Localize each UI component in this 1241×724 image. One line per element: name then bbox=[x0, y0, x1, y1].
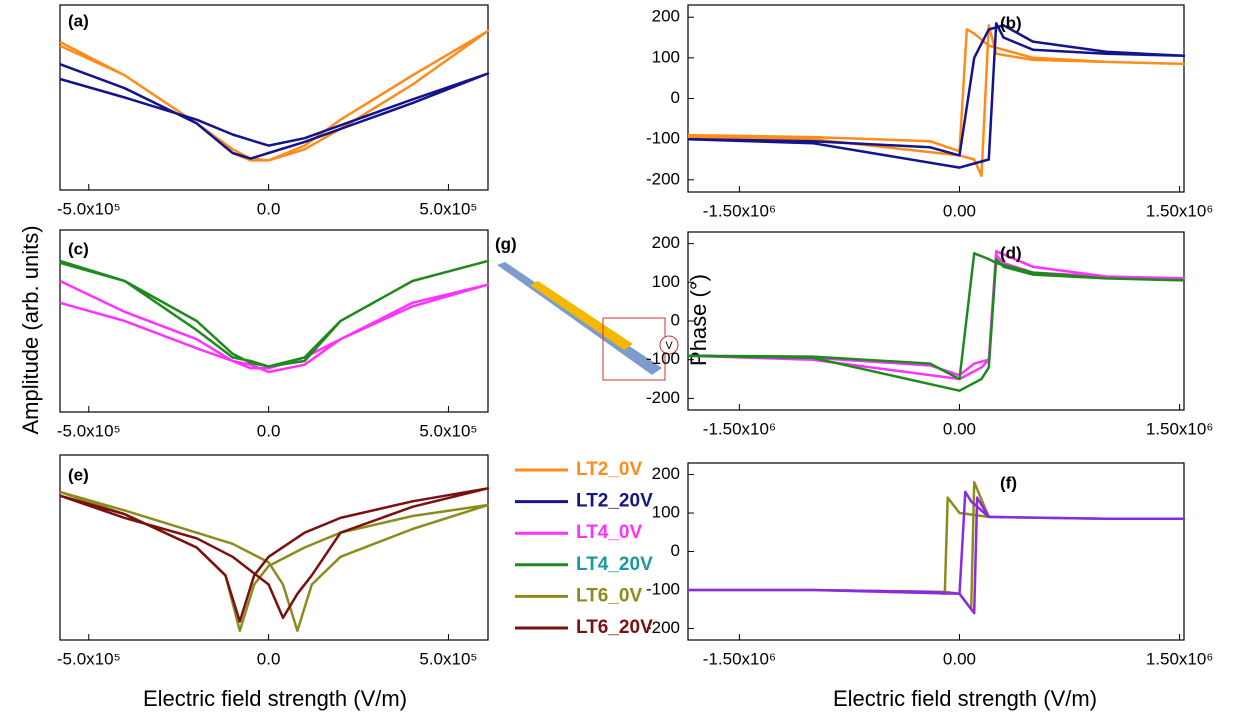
panel-label: (f) bbox=[1000, 473, 1017, 492]
x-tick-label: 5.0x10⁵ bbox=[419, 199, 477, 218]
diagram: V (g) bbox=[495, 234, 679, 381]
legend-label: LT2_0V bbox=[576, 459, 643, 480]
legend-label: LT4_0V bbox=[576, 522, 643, 543]
plot-frame bbox=[59, 4, 489, 191]
x-tick-label: 0.00 bbox=[943, 649, 976, 668]
panel-label: (a) bbox=[68, 11, 89, 30]
y-tick-label: 200 bbox=[652, 233, 680, 252]
plot-frame bbox=[687, 231, 1185, 411]
y-tick-label: -100 bbox=[646, 349, 680, 368]
x-tick-label: -1.50x10⁶ bbox=[703, 649, 776, 668]
x-axis-label: Electric field strength (V/m) bbox=[833, 686, 1097, 711]
y-tick-label: -200 bbox=[646, 618, 680, 637]
y-axis-label: Phase (°) bbox=[686, 274, 711, 366]
x-tick-label: -1.50x10⁶ bbox=[703, 201, 776, 220]
plot-frame bbox=[59, 229, 489, 413]
y-tick-label: -100 bbox=[646, 579, 680, 598]
x-tick-label: 1.50x10⁶ bbox=[1146, 419, 1214, 438]
electrode bbox=[530, 281, 633, 350]
plot-frame bbox=[687, 462, 1185, 641]
y-tick-label: 0 bbox=[671, 541, 680, 560]
x-tick-label: 5.0x10⁵ bbox=[419, 649, 477, 668]
panel-label: (c) bbox=[68, 239, 89, 258]
data-line bbox=[687, 22, 1186, 169]
plot-frame bbox=[59, 454, 489, 641]
y-tick-label: 100 bbox=[652, 503, 680, 522]
legend-label: LT2_20V bbox=[576, 491, 653, 512]
x-tick-label: 5.0x10⁵ bbox=[419, 421, 477, 440]
data-line bbox=[59, 63, 490, 160]
x-tick-label: 0.0 bbox=[257, 199, 281, 218]
panel-label: (e) bbox=[68, 465, 89, 484]
y-tick-label: 0 bbox=[671, 88, 680, 107]
meter-label: V bbox=[665, 340, 673, 352]
y-tick-label: 200 bbox=[652, 464, 680, 483]
legend-label: LT4_20V bbox=[576, 554, 653, 575]
data-line bbox=[687, 24, 1186, 177]
y-tick-label: 100 bbox=[652, 272, 680, 291]
x-axis-label: Electric field strength (V/m) bbox=[143, 686, 407, 711]
legend-label: LT6_20V bbox=[576, 617, 653, 638]
x-tick-label: 0.00 bbox=[943, 201, 976, 220]
x-tick-label: 0.0 bbox=[257, 421, 281, 440]
data-line bbox=[59, 259, 490, 368]
x-tick-label: -5.0x10⁵ bbox=[57, 421, 121, 440]
y-tick-label: -200 bbox=[646, 169, 680, 188]
x-tick-label: 1.50x10⁶ bbox=[1146, 649, 1214, 668]
data-line bbox=[687, 250, 1186, 381]
y-tick-label: 200 bbox=[652, 7, 680, 26]
data-line bbox=[59, 487, 490, 623]
legend-label: LT6_0V bbox=[576, 585, 643, 606]
x-tick-label: -5.0x10⁵ bbox=[57, 649, 121, 668]
data-line bbox=[688, 490, 1186, 615]
x-tick-label: 0.0 bbox=[257, 649, 281, 668]
x-tick-label: 1.50x10⁶ bbox=[1146, 201, 1214, 220]
meter bbox=[659, 335, 679, 355]
data-line bbox=[59, 279, 490, 374]
x-tick-label: -5.0x10⁵ bbox=[57, 199, 121, 218]
y-tick-label: 100 bbox=[652, 47, 680, 66]
y-tick-label: 0 bbox=[671, 310, 680, 329]
x-tick-label: 0.00 bbox=[943, 419, 976, 438]
data-line bbox=[687, 252, 1186, 392]
y-tick-label: -200 bbox=[646, 388, 680, 407]
panel-label: (d) bbox=[1000, 243, 1022, 262]
panel-label: (g) bbox=[495, 234, 517, 253]
x-tick-label: -1.50x10⁶ bbox=[703, 419, 776, 438]
panel-label: (b) bbox=[1000, 13, 1022, 32]
y-axis-label: Amplitude (arb. units) bbox=[18, 225, 43, 434]
y-tick-label: -100 bbox=[646, 129, 680, 148]
